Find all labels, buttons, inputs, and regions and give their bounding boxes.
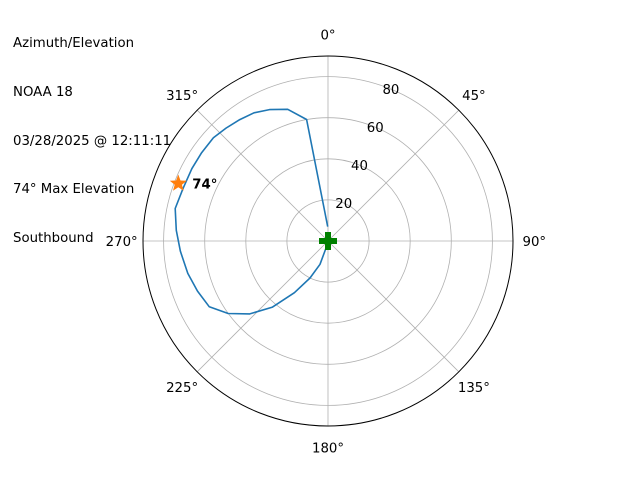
azimuth-gridline [327,240,460,373]
r-tick-label: 80 [382,83,399,98]
azimuth-tick-label: 225° [166,381,198,396]
max-elevation-marker [169,174,187,191]
chart-title: Azimuth/Elevation [13,36,135,52]
azimuth-tick-label: 90° [523,235,547,250]
azimuth-gridline [196,240,329,373]
pass-direction: Southbound [13,230,94,246]
azimuth-tick-label: 180° [312,441,344,456]
azimuth-gridline [327,109,460,242]
azimuth-tick-label: 315° [166,89,198,104]
r-tick-label: 20 [335,197,352,212]
pass-datetime: 03/28/2025 @ 12:11:11 [13,133,172,149]
azimuth-tick-label: 135° [458,381,490,396]
azimuth-tick-label: 45° [462,89,486,104]
azimuth-tick-label: 270° [106,235,138,250]
azimuth-gridline [196,109,329,242]
r-gridline [204,117,452,365]
r-tick-label: 40 [351,159,368,174]
r-gridline [245,158,411,324]
satellite-name: NOAA 18 [13,85,73,101]
r-gridline [163,76,493,406]
max-elevation-text: 74° Max Elevation [13,182,135,198]
end-marker [319,232,337,250]
pass-info: Azimuth/Elevation NOAA 18 03/28/2025 @ 1… [13,4,171,263]
polar-frame [142,55,514,427]
r-tick-label: 60 [367,121,384,136]
max-elevation-label: 74° [192,178,217,193]
azimuth-tick-label: 0° [320,29,335,44]
r-gridline [286,199,370,283]
satellite-track [174,108,329,315]
